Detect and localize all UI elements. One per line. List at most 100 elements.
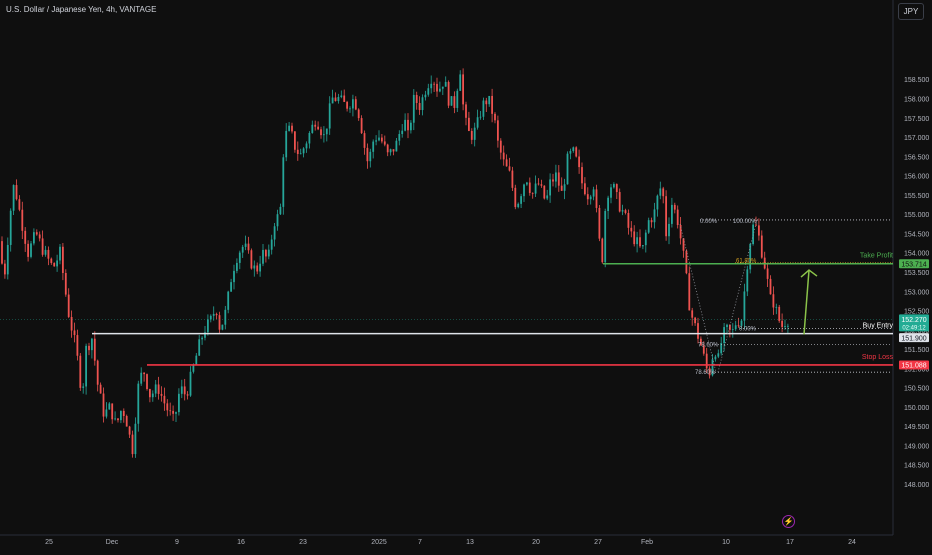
candle-down [1, 241, 3, 264]
candle-up [323, 134, 325, 136]
candle-down [760, 235, 763, 258]
candle-up [30, 243, 32, 257]
candle-up [752, 224, 754, 245]
candle-up [337, 97, 340, 102]
candle-up [180, 386, 183, 394]
lightning-icon[interactable]: ⚡ [782, 515, 795, 528]
candle-up [439, 88, 441, 92]
candle-up [734, 325, 737, 330]
candle-down [769, 278, 772, 295]
candle-up [340, 95, 343, 98]
candle-down [665, 196, 667, 237]
candle-up [787, 325, 789, 327]
candle-down [497, 120, 499, 141]
candle-down [41, 238, 44, 255]
candle-down [781, 320, 783, 327]
candle-up [82, 386, 85, 388]
candle-down [354, 99, 357, 110]
time-tick-label: 9 [175, 539, 179, 546]
candle-down [47, 249, 50, 259]
candle-up [253, 265, 256, 269]
fib-label-bottom: 78.60% [695, 370, 716, 376]
candle-up [325, 128, 328, 135]
candle-down [772, 294, 775, 308]
candle-up [401, 130, 404, 135]
candle-down [679, 224, 682, 239]
candle-up [410, 122, 412, 131]
candle-up [479, 116, 482, 118]
candle-up [592, 189, 595, 197]
candle-down [415, 94, 418, 103]
candle-down [256, 265, 259, 272]
candle-up [444, 81, 447, 87]
candle-down [633, 231, 636, 245]
candle-up [238, 252, 241, 263]
fib-label-786: 78.60% [698, 342, 719, 348]
candle-down [146, 374, 148, 390]
price-tick-label: 154.000 [904, 251, 929, 258]
candle-down [540, 184, 543, 186]
candle-down [291, 125, 293, 132]
candle-down [624, 210, 627, 213]
fib-trend-line-2 [679, 223, 717, 373]
candle-down [334, 97, 337, 102]
candle-up [331, 97, 334, 104]
last-price-value: 152.270 [901, 317, 926, 324]
candle-down [131, 434, 134, 455]
candle-down [694, 317, 696, 324]
candle-up [404, 119, 406, 131]
price-tick-label: 158.500 [904, 77, 929, 84]
candle-down [758, 225, 760, 236]
candle-down [392, 149, 395, 152]
candle-down [630, 227, 633, 232]
candle-up [6, 244, 9, 275]
candle-down [778, 306, 781, 321]
time-tick-label: 17 [786, 539, 794, 546]
candle-up [604, 210, 607, 263]
candle-up [105, 409, 108, 417]
candle-up [636, 237, 638, 245]
candle-up [59, 246, 61, 261]
candle-down [317, 126, 319, 130]
time-tick-label: 16 [237, 539, 245, 546]
price-tick-label: 153.500 [904, 270, 929, 277]
candle-down [143, 372, 145, 375]
candle-down [601, 238, 604, 263]
candle-down [584, 183, 586, 195]
candle-up [302, 148, 305, 154]
candle-down [172, 410, 174, 414]
candle-down [346, 101, 348, 109]
candle-up [375, 140, 377, 142]
buy-entry-price-tag: 151.900 [901, 335, 926, 342]
candle-up [175, 412, 177, 414]
candle-down [157, 384, 160, 394]
candle-up [288, 125, 290, 131]
candle-down [320, 129, 322, 136]
candle-down [250, 250, 253, 269]
candle-up [441, 86, 444, 89]
candle-down [639, 237, 641, 247]
candle-down [505, 159, 508, 167]
take-profit-price-tag-bg [899, 259, 929, 269]
time-tick-label: 2025 [371, 539, 387, 546]
candle-down [149, 389, 151, 398]
candle-down [436, 83, 438, 92]
candle-up [395, 140, 398, 152]
currency-button[interactable]: JPY [898, 3, 924, 20]
candle-down [357, 109, 360, 119]
candle-up [352, 99, 354, 109]
candle-up [589, 196, 592, 200]
candle-down [386, 144, 389, 153]
candle-up [613, 184, 615, 188]
candle-up [642, 245, 644, 247]
candle-up [398, 134, 401, 141]
candle-down [169, 410, 172, 412]
candle-down [453, 96, 456, 108]
candle-up [711, 359, 714, 376]
candle-up [473, 127, 476, 140]
price-tick-label: 150.500 [904, 386, 929, 393]
candle-up [749, 244, 752, 270]
candle-up [740, 320, 743, 326]
